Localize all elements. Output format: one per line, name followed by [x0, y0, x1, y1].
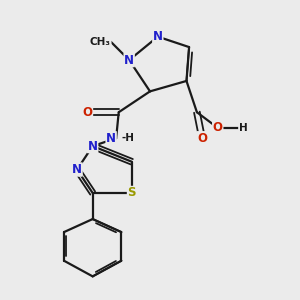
- Text: O: O: [82, 106, 92, 119]
- Text: O: O: [213, 122, 223, 134]
- Text: S: S: [128, 187, 136, 200]
- Text: CH₃: CH₃: [90, 37, 111, 47]
- Text: N: N: [72, 163, 82, 176]
- Text: O: O: [197, 132, 207, 145]
- Text: N: N: [153, 30, 163, 43]
- Text: N: N: [88, 140, 98, 153]
- Text: N: N: [124, 54, 134, 67]
- Text: N: N: [106, 132, 116, 145]
- Text: H: H: [238, 123, 247, 133]
- Text: -H: -H: [121, 133, 134, 143]
